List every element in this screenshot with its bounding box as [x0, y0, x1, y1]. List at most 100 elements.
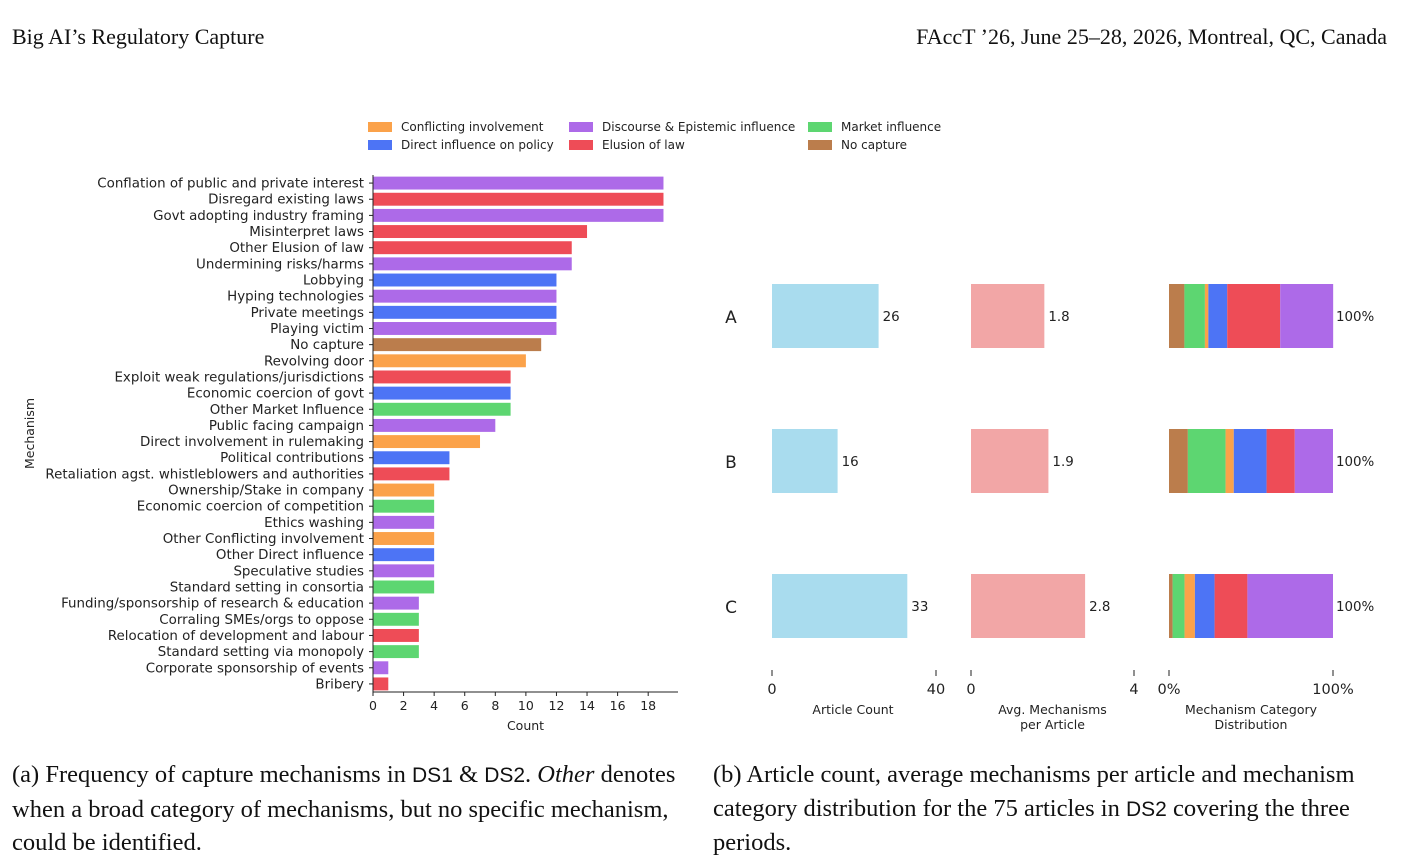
bar-standard-setting-in-consortia — [373, 580, 435, 594]
panel-label-avg-mechanisms: per Article — [1020, 717, 1085, 732]
legend-label-elusion-of-law: Elusion of law — [602, 138, 685, 152]
bar-hyping-technologies — [373, 289, 557, 303]
caption-b: (b) Article count, average mechanisms pe… — [713, 758, 1393, 860]
category-label: Revolving door — [264, 354, 365, 369]
avg_mechanisms-value-label: 1.8 — [1048, 310, 1069, 325]
article_count-value-label: 26 — [883, 310, 900, 325]
legend-swatch-market-influence — [808, 122, 832, 132]
panel-label-distribution: Mechanism Category — [1185, 702, 1318, 717]
stack-segment-direct-influence-on-policy — [1194, 574, 1215, 638]
bar-exploit-weak-regulations-jurisdictions — [373, 370, 511, 384]
panel-label-distribution: Distribution — [1215, 717, 1288, 732]
bar-lobbying — [373, 273, 557, 287]
legend-swatch-no-capture — [808, 140, 832, 150]
bar-relocation-of-development-and-labour — [373, 628, 419, 642]
period-label-b: B — [725, 453, 737, 473]
x-tick-label: 100% — [1312, 682, 1353, 698]
category-label: Corporate sponsorship of events — [146, 661, 364, 676]
article_count-value-label: 33 — [911, 600, 928, 615]
x-axis-label: Count — [507, 718, 544, 733]
category-label: Public facing campaign — [209, 419, 364, 434]
x-tick-label: 18 — [640, 698, 656, 713]
caption-a: (a) Frequency of capture mechanisms in D… — [12, 758, 690, 860]
bar-standard-setting-via-monopoly — [373, 645, 419, 659]
distribution-value-label: 100% — [1336, 455, 1374, 470]
article_count-bar-a — [772, 284, 879, 348]
category-label: Relocation of development and labour — [108, 629, 365, 644]
bar-other-direct-influence — [373, 548, 435, 562]
category-label: Other Elusion of law — [229, 241, 364, 256]
bar-public-facing-campaign — [373, 418, 496, 432]
stack-segment-direct-influence-on-policy — [1208, 284, 1228, 348]
category-label: Disregard existing laws — [208, 193, 364, 208]
caption-b-ds2: DS2 — [1125, 797, 1167, 821]
bar-no-capture — [373, 338, 542, 352]
running-header-title: Big AI’s Regulatory Capture — [12, 24, 265, 49]
bar-other-elusion-of-law — [373, 241, 572, 255]
caption-a-rest: denotes when a broad category of mechani… — [12, 761, 676, 856]
avg_mechanisms-bar-a — [971, 284, 1045, 348]
x-tick-label: 8 — [491, 698, 499, 713]
y-axis-label: Mechanism — [22, 398, 37, 469]
legend-swatch-direct-influence-on-policy — [368, 140, 392, 150]
bar-revolving-door — [373, 354, 526, 368]
bar-private-meetings — [373, 305, 557, 319]
bar-funding-sponsorship-of-research-education — [373, 596, 419, 610]
category-label: Corraling SMEs/orgs to oppose — [159, 613, 364, 628]
x-tick-label: 10 — [518, 698, 534, 713]
bar-misinterpret-laws — [373, 225, 588, 239]
avg_mechanisms-value-label: 1.9 — [1052, 455, 1073, 470]
category-label: Exploit weak regulations/jurisdictions — [114, 370, 364, 385]
avg_mechanisms-bar-b — [971, 429, 1049, 493]
article_count-value-label: 16 — [842, 455, 859, 470]
bar-govt-adopting-industry-framing — [373, 208, 664, 222]
category-label: Retaliation agst. whistleblowers and aut… — [45, 467, 364, 482]
caption-a-dot: . — [525, 761, 538, 788]
bar-other-conflicting-involvement — [373, 532, 435, 545]
x-tick-label: 0% — [1157, 682, 1180, 698]
stack-segment-discourse-epistemic-influence — [1247, 574, 1333, 638]
x-tick-label: 2 — [400, 698, 408, 713]
category-label: Conflation of public and private interes… — [97, 177, 364, 192]
bar-ownership-stake-in-company — [373, 483, 435, 497]
x-tick-label: 0 — [369, 698, 377, 713]
caption-a-italic: Other — [537, 761, 595, 788]
category-label: Standard setting in consortia — [170, 580, 364, 595]
stack-segment-direct-influence-on-policy — [1233, 429, 1267, 493]
bar-ethics-washing — [373, 515, 435, 529]
bar-political-contributions — [373, 451, 450, 465]
bar-disregard-existing-laws — [373, 192, 664, 206]
stack-segment-conflicting-involvement — [1225, 429, 1234, 493]
bar-undermining-risks-harms — [373, 257, 572, 271]
category-label: Private meetings — [251, 306, 364, 321]
running-header-venue: FAccT ’26, June 25–28, 2026, Montreal, Q… — [916, 24, 1387, 49]
category-label: Lobbying — [303, 274, 364, 289]
x-tick-label: 6 — [461, 698, 469, 713]
legend-swatch-elusion-of-law — [569, 140, 593, 150]
bar-corporate-sponsorship-of-events — [373, 661, 389, 675]
stack-segment-elusion-of-law — [1227, 284, 1281, 348]
stack-segment-discourse-epistemic-influence — [1294, 429, 1333, 493]
category-label: Political contributions — [220, 451, 364, 466]
bar-other-market-influence — [373, 402, 511, 416]
category-label: Ethics washing — [264, 516, 364, 531]
legend-label-conflicting-involvement: Conflicting involvement — [401, 120, 544, 134]
period-label-c: C — [725, 598, 737, 618]
x-tick-label: 0 — [767, 682, 776, 698]
category-label: Standard setting via monopoly — [158, 645, 364, 660]
category-label: No capture — [290, 338, 364, 353]
stack-segment-no-capture — [1169, 284, 1185, 348]
avg_mechanisms-bar-c — [971, 574, 1086, 638]
category-label: Undermining risks/harms — [196, 257, 364, 272]
stack-segment-market-influence — [1172, 574, 1185, 638]
category-label: Other Conflicting involvement — [163, 532, 364, 547]
bar-playing-victim — [373, 322, 557, 335]
stack-segment-elusion-of-law — [1266, 429, 1295, 493]
category-label: Funding/sponsorship of research & educat… — [61, 597, 364, 612]
article_count-bar-b — [772, 429, 838, 493]
bar-conflation-of-public-and-private-interest — [373, 176, 664, 190]
bar-speculative-studies — [373, 564, 435, 578]
x-tick-label: 12 — [549, 698, 565, 713]
category-label: Hyping technologies — [227, 290, 364, 305]
legend-label-market-influence: Market influence — [841, 120, 941, 134]
